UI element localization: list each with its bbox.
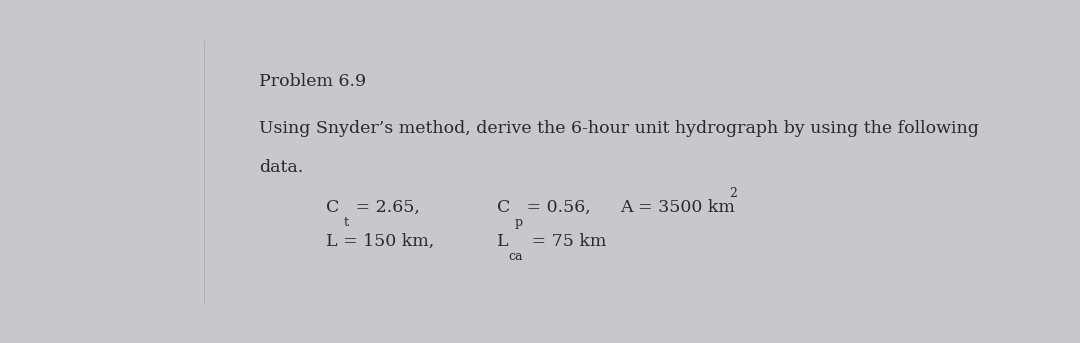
Text: data.: data.: [259, 159, 303, 176]
Text: Using Snyder’s method, derive the 6-hour unit hydrograph by using the following: Using Snyder’s method, derive the 6-hour…: [259, 120, 978, 138]
Text: 2: 2: [729, 187, 738, 200]
Text: L: L: [497, 233, 508, 250]
Text: = 0.56,: = 0.56,: [521, 199, 591, 215]
Text: p: p: [514, 216, 523, 229]
Text: A = 3500 km: A = 3500 km: [620, 199, 735, 215]
Text: Problem 6.9: Problem 6.9: [259, 73, 366, 90]
Text: L = 150 km,: L = 150 km,: [326, 233, 434, 250]
Text: t: t: [343, 216, 349, 229]
Text: = 2.65,: = 2.65,: [350, 199, 420, 215]
Text: ca: ca: [509, 250, 523, 263]
Text: = 75 km: = 75 km: [526, 233, 606, 250]
Text: C: C: [497, 199, 510, 215]
Text: C: C: [326, 199, 339, 215]
